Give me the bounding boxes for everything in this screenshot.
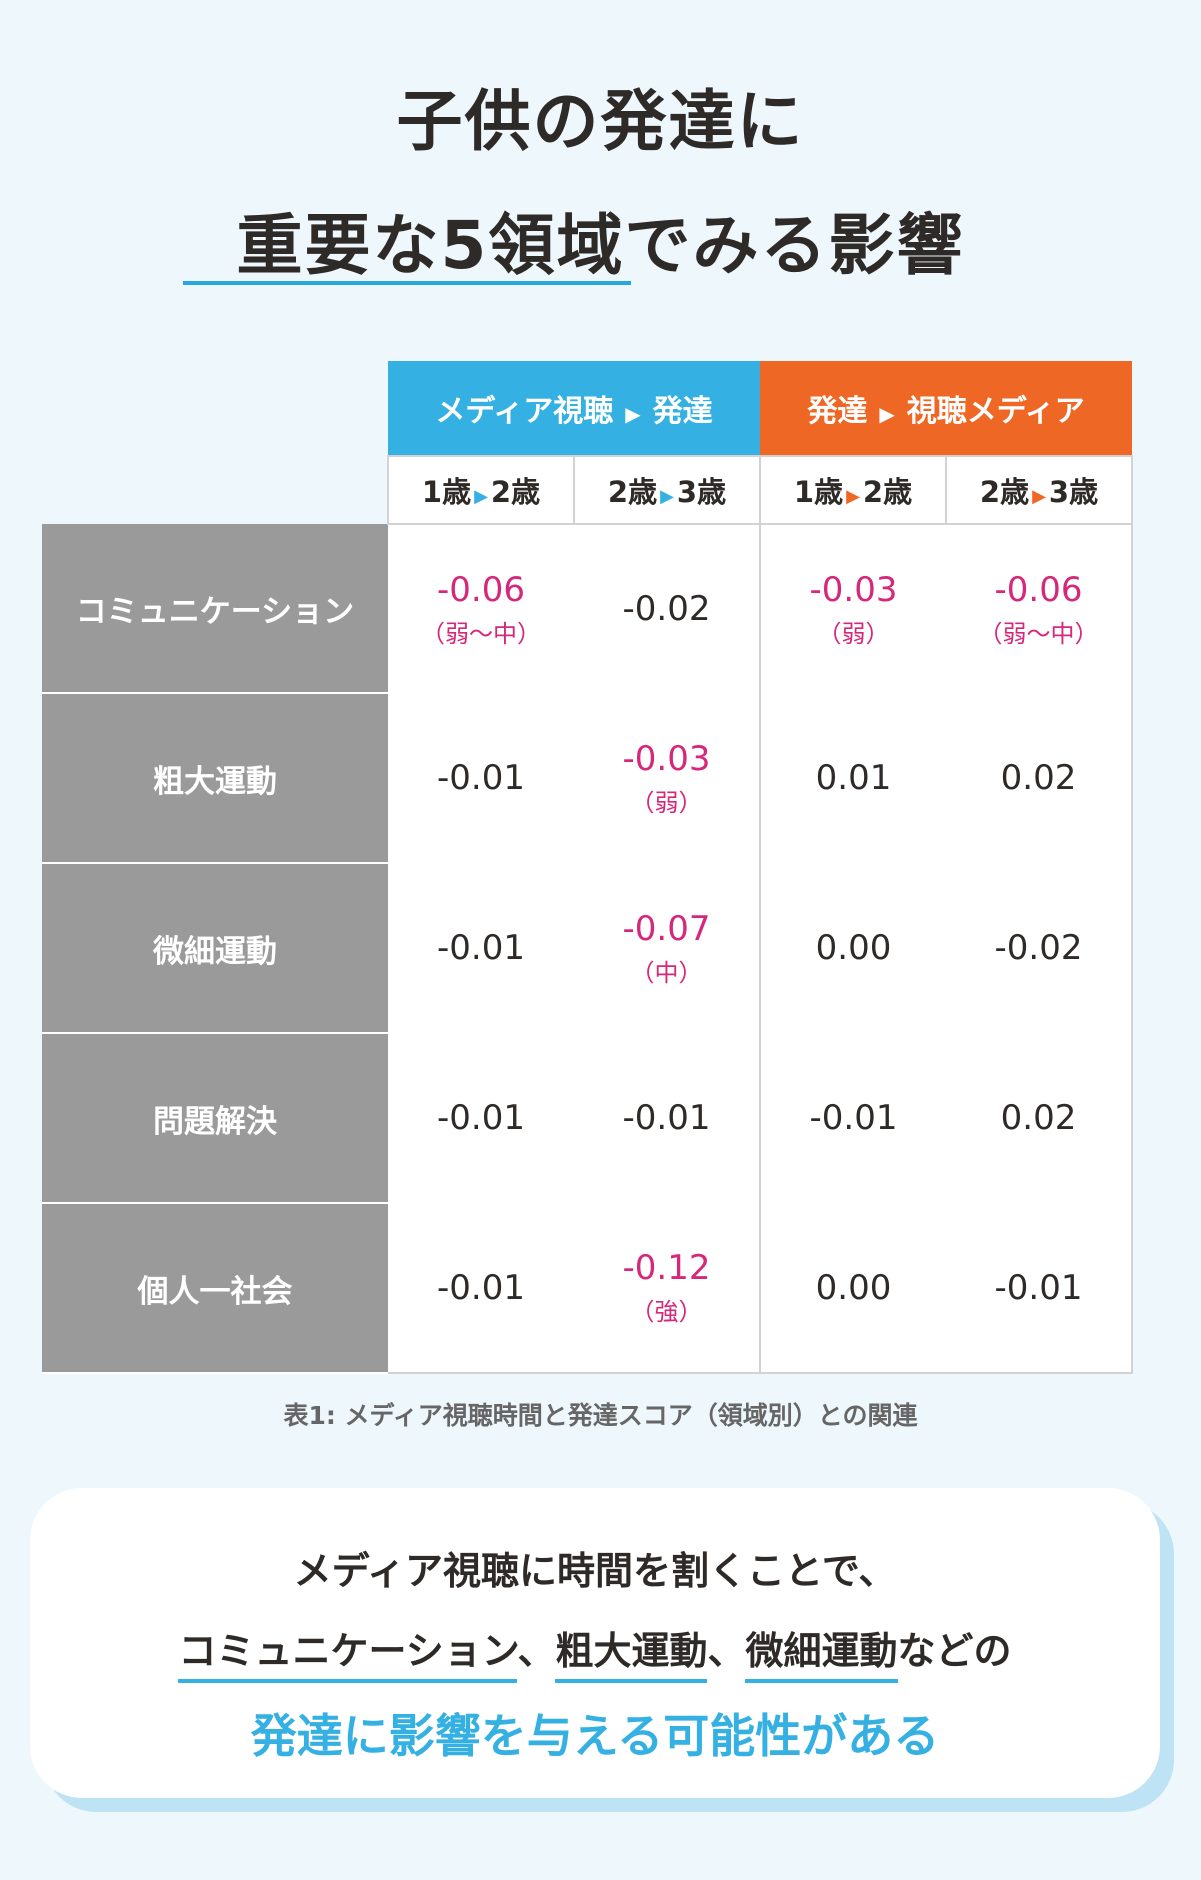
age-from: 2歳	[607, 475, 658, 509]
summary-text: 、	[707, 1629, 746, 1673]
summary-box: メディア視聴に時間を割くことで、 コミュニケーション、粗大運動、微細運動などの …	[30, 1488, 1160, 1798]
table-caption: 表1: メディア視聴時間と発達スコア（領域別）との関連	[283, 1401, 918, 1430]
group-header-media-to-development: メディア視聴 ▶ 発達	[388, 361, 760, 456]
cell-value: -0.01	[994, 1267, 1083, 1308]
cell-strength: （強）	[630, 1298, 703, 1326]
table-cell: -0.03 （弱）	[760, 524, 946, 693]
cell-strength: （中）	[630, 958, 703, 987]
play-arrow-icon: ▶	[474, 486, 488, 507]
play-arrow-icon: ▶	[879, 402, 895, 426]
row-header: 問題解決	[42, 1033, 388, 1204]
cell-value: -0.06	[994, 569, 1083, 610]
summary-text: などの	[897, 1629, 1012, 1673]
cell-value: -0.01	[622, 1098, 711, 1138]
row-header: 粗大運動	[42, 693, 388, 864]
cell-value: -0.02	[622, 589, 711, 629]
group-header-from: 発達	[807, 394, 868, 429]
cell-value: -0.02	[994, 928, 1083, 968]
cell-strength: （弱～中）	[421, 619, 541, 648]
table-cell: -0.01	[760, 1033, 946, 1203]
cell-value: -0.01	[809, 1098, 898, 1138]
cell-value: -0.12	[622, 1248, 711, 1288]
cell-value: 0.02	[1000, 1098, 1077, 1138]
table-cell: 0.02	[946, 693, 1133, 863]
age-header: 2歳 ▶ 3歳	[945, 455, 1133, 525]
cell-value: 0.00	[815, 1267, 892, 1308]
table-cell: 0.01	[760, 693, 946, 863]
table-row: 粗大運動 -0.01 -0.03 （弱） 0.01 0.02	[42, 693, 1133, 864]
group-header-to: 視聴メディア	[906, 394, 1085, 429]
table-cell: -0.01	[388, 1033, 574, 1203]
table-cell: -0.07 （中）	[574, 863, 761, 1033]
cell-strength: （弱）	[630, 788, 703, 817]
table-cell: -0.06 （弱～中）	[946, 524, 1133, 693]
row-header: コミュニケーション	[42, 524, 388, 694]
cell-value: -0.03	[622, 738, 711, 779]
play-arrow-icon: ▶	[1032, 486, 1046, 507]
age-header: 1歳 ▶ 2歳	[759, 455, 947, 525]
title-underline	[183, 281, 631, 285]
play-arrow-icon: ▶	[846, 486, 860, 507]
age-from: 1歳	[421, 475, 472, 509]
play-arrow-icon: ▶	[625, 402, 641, 426]
table-cell: 0.00	[760, 863, 946, 1033]
table-row: 微細運動 -0.01 -0.07 （中） 0.00 -0.02	[42, 863, 1133, 1034]
row-header: 個人一社会	[42, 1203, 388, 1374]
group-header-from: メディア視聴	[435, 394, 614, 429]
table-cell: -0.01	[946, 1203, 1133, 1374]
cell-value: -0.01	[437, 1267, 525, 1308]
table-cell: -0.01	[574, 1033, 761, 1203]
cell-value: 0.00	[815, 928, 892, 968]
cell-value: -0.07	[622, 908, 711, 949]
age-header: 1歳 ▶ 2歳	[387, 455, 575, 525]
cell-strength: （弱～中）	[978, 619, 1099, 648]
table-cell: -0.01	[388, 863, 574, 1033]
highlighted-domain: コミュニケーション	[178, 1629, 518, 1683]
table-cell: -0.03 （弱）	[574, 693, 761, 863]
table-cell: -0.06 （弱～中）	[388, 524, 574, 693]
age-to: 2歳	[862, 475, 913, 509]
age-from: 1歳	[793, 475, 844, 509]
highlighted-domain: 微細運動	[745, 1629, 898, 1683]
table-cell: -0.01	[388, 1203, 574, 1374]
age-from: 2歳	[979, 475, 1030, 509]
page-title-line2: 重要な5領域でみる影響	[236, 207, 965, 284]
table-cell: 0.02	[946, 1033, 1133, 1203]
table-corner-sub	[42, 456, 388, 524]
age-to: 2歳	[490, 475, 541, 509]
table-cell: 0.00	[760, 1203, 946, 1374]
table-row: 個人一社会 -0.01 -0.12 （強） 0.00 -0.01	[42, 1203, 1133, 1374]
age-to: 3歳	[676, 475, 727, 509]
summary-line3: 発達に影響を与える可能性がある	[250, 1709, 940, 1763]
highlighted-domain: 粗大運動	[555, 1629, 708, 1683]
cell-value: -0.03	[809, 569, 898, 610]
group-header-to: 発達	[652, 394, 713, 429]
correlation-table: メディア視聴 ▶ 発達 発達 ▶ 視聴メディア 1歳 ▶ 2歳 2歳 ▶ 3歳 1歳 ▶ 2歳 2歳…	[42, 361, 1133, 1374]
table-row: コミュニケーション -0.06 （弱～中） -0.02 -0.03 （弱） -0.06 （弱～…	[42, 524, 1133, 694]
table-corner	[42, 361, 388, 456]
cell-value: 0.01	[815, 758, 892, 798]
cell-value: -0.01	[437, 758, 525, 798]
table-cell: -0.12 （強）	[574, 1203, 761, 1374]
age-header: 2歳 ▶ 3歳	[573, 455, 761, 525]
table-cell: -0.02	[574, 524, 761, 693]
cell-value: -0.01	[437, 1098, 525, 1138]
summary-line2: コミュニケーション、粗大運動、微細運動などの	[30, 1620, 1160, 1683]
cell-value: -0.06	[437, 569, 525, 610]
table-cell: -0.02	[946, 863, 1133, 1033]
play-arrow-icon: ▶	[660, 486, 674, 507]
cell-strength: （弱）	[817, 619, 890, 648]
summary-text: 、	[517, 1629, 556, 1673]
age-to: 3歳	[1048, 475, 1099, 509]
table-row: 問題解決 -0.01 -0.01 -0.01 0.02	[42, 1033, 1133, 1204]
cell-value: 0.02	[1000, 758, 1077, 798]
page-title-line1: 子供の発達に	[396, 83, 805, 160]
summary-line1: メディア視聴に時間を割くことで、	[293, 1549, 897, 1593]
group-header-development-to-media: 発達 ▶ 視聴メディア	[760, 361, 1132, 456]
table-cell: -0.01	[388, 693, 574, 863]
cell-value: -0.01	[437, 928, 525, 968]
row-header: 微細運動	[42, 863, 388, 1034]
